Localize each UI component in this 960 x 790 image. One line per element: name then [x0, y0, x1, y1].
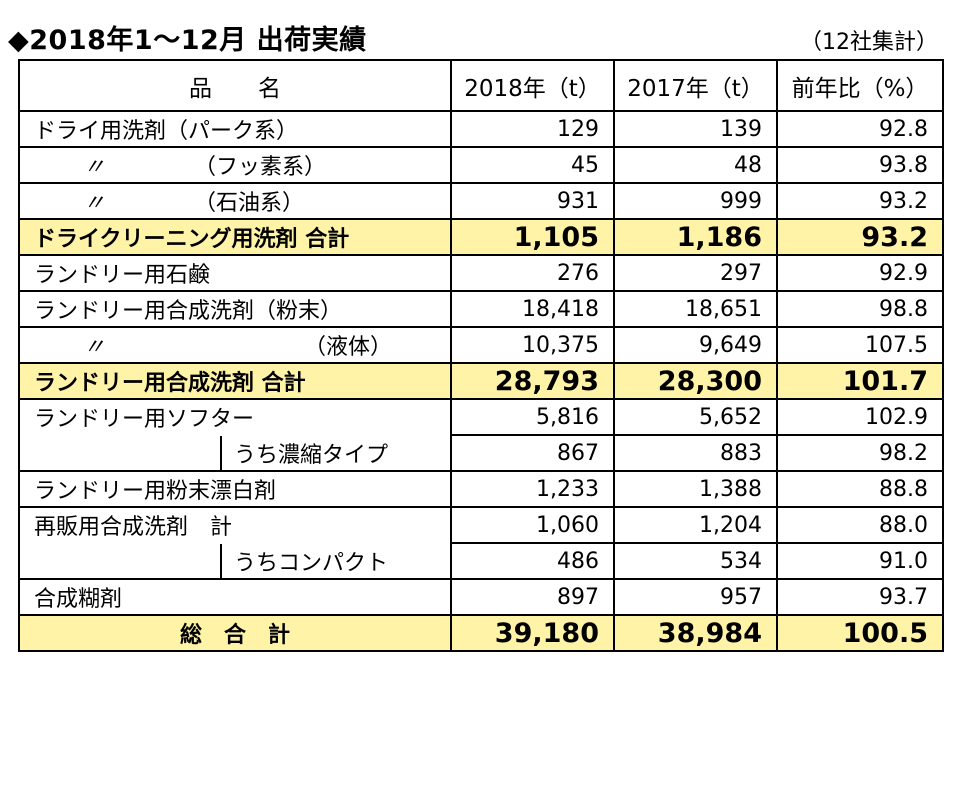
table-row: ランドリー用ソフター 5,816 5,652 102.9 — [18, 398, 944, 436]
header-2017: 2017年（t） — [613, 59, 778, 112]
value-ratio: 107.5 — [776, 326, 944, 364]
aggregation-note: （12社集計） — [800, 30, 938, 55]
value-2017: 999 — [613, 182, 778, 220]
value-2017: 1,388 — [613, 470, 778, 508]
row-name: ランドリー用合成洗剤 合計 — [18, 362, 452, 400]
value-ratio: 101.7 — [776, 362, 944, 400]
grand-total-row: 総 合 計 39,180 38,984 100.5 — [18, 614, 944, 652]
value-2017: 1,186 — [613, 218, 778, 256]
row-name: ドライクリーニング用洗剤 合計 — [18, 218, 452, 256]
row-name: 総 合 計 — [18, 614, 452, 652]
value-2018: 45 — [450, 146, 615, 184]
value-2017: 883 — [613, 434, 778, 472]
row-name-cell: うち濃縮タイプ — [18, 435, 452, 472]
table-row: ランドリー用合成洗剤（粉末） 18,418 18,651 98.8 — [18, 290, 944, 328]
value-2018: 897 — [450, 578, 615, 616]
header-2018: 2018年（t） — [450, 59, 615, 112]
row-name: （液体） — [304, 335, 393, 360]
value-ratio: 100.5 — [776, 614, 944, 652]
row-name: （石油系） — [194, 191, 305, 216]
value-2017: 48 — [613, 146, 778, 184]
row-name-cell: 〃 （石油系） — [18, 182, 452, 220]
value-2018: 39,180 — [450, 614, 615, 652]
value-ratio: 93.8 — [776, 146, 944, 184]
table-row: 〃 （液体） 10,375 9,649 107.5 — [18, 326, 944, 364]
value-2018: 28,793 — [450, 362, 615, 400]
value-2017: 139 — [613, 110, 778, 148]
table-row: 〃 （石油系） 931 999 93.2 — [18, 182, 944, 220]
table-row: うち濃縮タイプ 867 883 98.2 — [18, 434, 944, 472]
row-name: ドライ用洗剤（パーク系） — [18, 110, 452, 148]
value-ratio: 92.9 — [776, 254, 944, 292]
shipment-table: 品 名 2018年（t） 2017年（t） 前年比（%） ドライ用洗剤（パーク系… — [18, 59, 944, 652]
sub-divider — [220, 545, 222, 577]
row-name: （フッ素系） — [194, 155, 327, 180]
value-2018: 5,816 — [450, 398, 615, 436]
row-name: 再販用合成洗剤 計 — [18, 506, 452, 543]
value-2017: 1,204 — [613, 506, 778, 544]
value-2018: 18,418 — [450, 290, 615, 328]
value-2018: 1,060 — [450, 506, 615, 544]
row-name-cell: うちコンパクト — [18, 543, 452, 580]
value-2017: 9,649 — [613, 326, 778, 364]
row-name: うち濃縮タイプ — [234, 443, 389, 468]
row-name-cell: 〃 （フッ素系） — [18, 146, 452, 184]
ditto-mark: 〃 — [82, 335, 105, 360]
table-row: 合成糊剤 897 957 93.7 — [18, 578, 944, 616]
value-ratio: 98.8 — [776, 290, 944, 328]
table-row: うちコンパクト 486 534 91.0 — [18, 542, 944, 580]
value-ratio: 88.8 — [776, 470, 944, 508]
row-name-cell: 〃 （液体） — [18, 326, 452, 364]
table-row: ランドリー用粉末漂白剤 1,233 1,388 88.8 — [18, 470, 944, 508]
value-ratio: 98.2 — [776, 434, 944, 472]
row-name: ランドリー用合成洗剤（粉末） — [18, 290, 452, 328]
ditto-mark: 〃 — [82, 155, 105, 180]
value-2018: 1,233 — [450, 470, 615, 508]
sub-divider — [220, 437, 222, 469]
value-ratio: 93.2 — [776, 218, 944, 256]
header-ratio: 前年比（%） — [776, 59, 944, 112]
row-name: 合成糊剤 — [18, 578, 452, 616]
value-ratio: 88.0 — [776, 506, 944, 544]
value-ratio: 92.8 — [776, 110, 944, 148]
value-2017: 38,984 — [613, 614, 778, 652]
value-2018: 129 — [450, 110, 615, 148]
page-title: ◆2018年1～12月 出荷実績 — [8, 25, 367, 56]
value-2018: 867 — [450, 434, 615, 472]
value-2017: 28,300 — [613, 362, 778, 400]
table-header-row: 品 名 2018年（t） 2017年（t） 前年比（%） — [18, 59, 944, 112]
table-row: ランドリー用石鹸 276 297 92.9 — [18, 254, 944, 292]
row-name: ランドリー用粉末漂白剤 — [18, 470, 452, 508]
row-name: ランドリー用ソフター — [18, 398, 452, 435]
table-row: 〃 （フッ素系） 45 48 93.8 — [18, 146, 944, 184]
row-name: ランドリー用石鹸 — [18, 254, 452, 292]
value-2018: 486 — [450, 542, 615, 580]
value-2017: 957 — [613, 578, 778, 616]
ditto-mark: 〃 — [82, 191, 105, 216]
value-2018: 10,375 — [450, 326, 615, 364]
value-2017: 534 — [613, 542, 778, 580]
value-2017: 18,651 — [613, 290, 778, 328]
table-row: 再販用合成洗剤 計 1,060 1,204 88.0 — [18, 506, 944, 544]
table-row: ドライ用洗剤（パーク系） 129 139 92.8 — [18, 110, 944, 148]
value-ratio: 91.0 — [776, 542, 944, 580]
value-ratio: 93.2 — [776, 182, 944, 220]
value-2017: 297 — [613, 254, 778, 292]
value-2018: 1,105 — [450, 218, 615, 256]
value-2017: 5,652 — [613, 398, 778, 436]
value-2018: 931 — [450, 182, 615, 220]
header-name: 品 名 — [18, 59, 452, 112]
value-ratio: 93.7 — [776, 578, 944, 616]
value-ratio: 102.9 — [776, 398, 944, 436]
subtotal-row: ドライクリーニング用洗剤 合計 1,105 1,186 93.2 — [18, 218, 944, 256]
row-name: うちコンパクト — [234, 551, 389, 576]
subtotal-row: ランドリー用合成洗剤 合計 28,793 28,300 101.7 — [18, 362, 944, 400]
value-2018: 276 — [450, 254, 615, 292]
